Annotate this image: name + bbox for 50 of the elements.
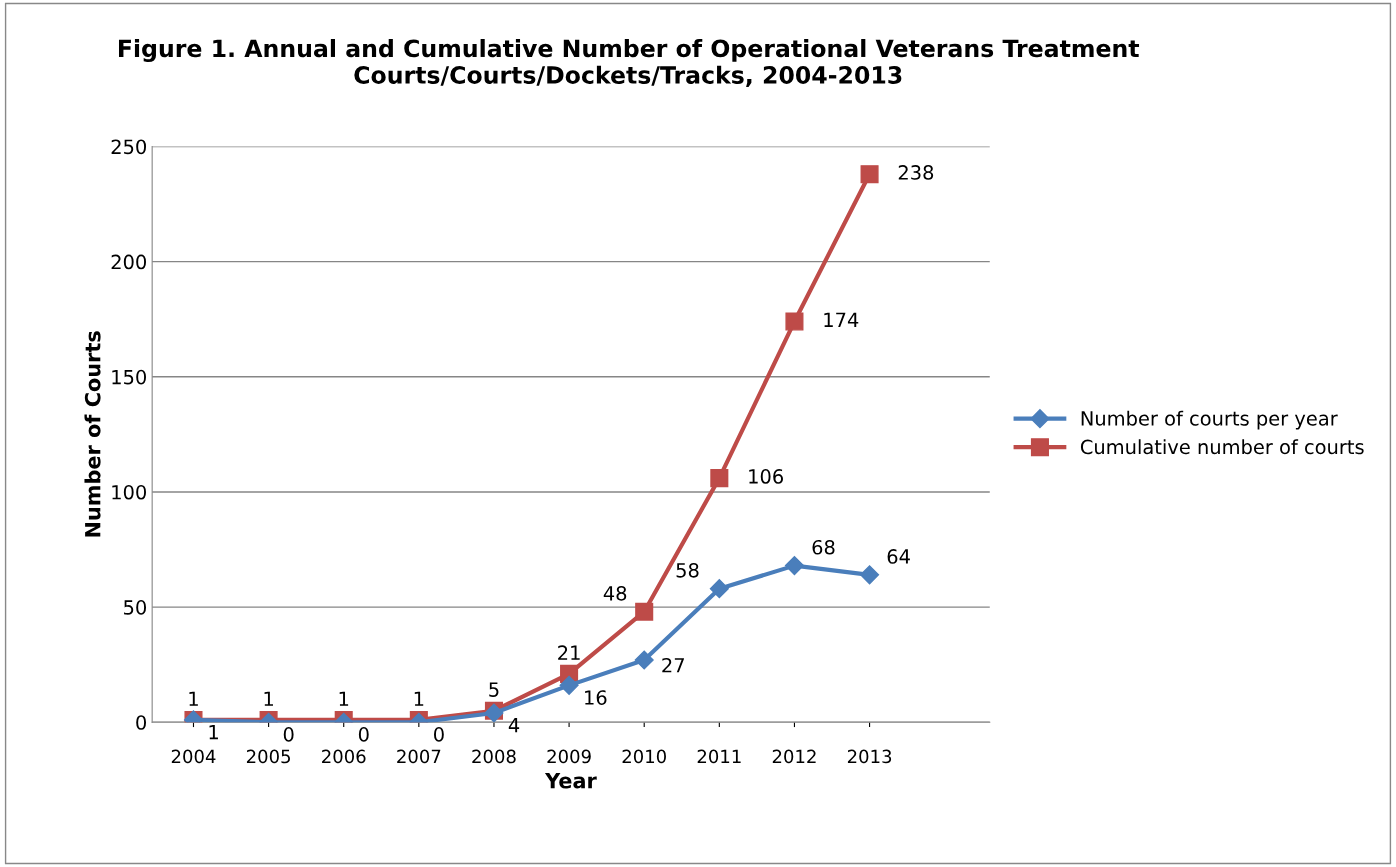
- x-tick-label: 2006: [322, 749, 366, 764]
- point: [709, 579, 729, 599]
- data-label: 1: [209, 724, 218, 740]
- data-label: 238: [898, 165, 934, 180]
- data-label: 27: [662, 657, 684, 673]
- y-tick-label: 200: [111, 254, 147, 270]
- data-label: 16: [585, 690, 607, 705]
- data-label: 174: [824, 312, 859, 327]
- data-label: 0: [283, 727, 294, 742]
- data-label: 21: [558, 645, 580, 660]
- data-label: 1: [189, 691, 198, 706]
- x-tick-label: 2012: [772, 749, 816, 764]
- data-label: 0: [434, 727, 444, 742]
- legend-label: Cumulative number of courts: [1080, 439, 1364, 455]
- data-label: 48: [603, 585, 627, 601]
- point: [860, 165, 879, 184]
- point: [710, 469, 729, 488]
- data-label: 1: [264, 691, 273, 706]
- x-tick-label: 2008: [472, 749, 516, 764]
- data-label: 1: [339, 691, 349, 706]
- data-label: 4: [508, 718, 520, 733]
- data-label: 5: [489, 682, 499, 697]
- x-tick-label: 2007: [397, 749, 441, 764]
- y-axis-title: Number of Courts: [84, 331, 101, 537]
- x-tick-label: 2013: [847, 749, 892, 764]
- point: [785, 312, 804, 331]
- data-label: 68: [812, 539, 835, 555]
- y-tick-label: 250: [111, 139, 147, 155]
- x-tick-label: 2009: [547, 749, 591, 764]
- point: [559, 675, 579, 695]
- data-label: 58: [676, 562, 699, 578]
- x-tick-label: 2010: [622, 749, 666, 764]
- data-label: 64: [887, 549, 910, 564]
- y-tick-label: 0: [136, 715, 147, 730]
- point: [635, 602, 654, 621]
- point: [634, 650, 654, 670]
- y-tick-label: 150: [112, 369, 147, 385]
- data-label: 1: [414, 691, 424, 706]
- x-tick-label: 2005: [246, 749, 290, 764]
- point: [860, 565, 880, 585]
- y-tick-label: 100: [112, 484, 147, 500]
- y-tick-label: 50: [124, 600, 147, 615]
- data-label: 0: [358, 727, 369, 742]
- x-tick-label: 2011: [697, 749, 741, 764]
- data-label: 106: [749, 469, 783, 484]
- x-axis-title: Year: [544, 772, 597, 789]
- x-tick-label: 2004: [171, 749, 216, 764]
- legend-label: Number of courts per year: [1081, 410, 1338, 430]
- chart-title: Figure 1. Annual and Cumulative Number of Operational Veterans Treatment Courts/Courts/Dockets/Tracks, 2004-2013: [119, 39, 1140, 87]
- point: [784, 556, 804, 576]
